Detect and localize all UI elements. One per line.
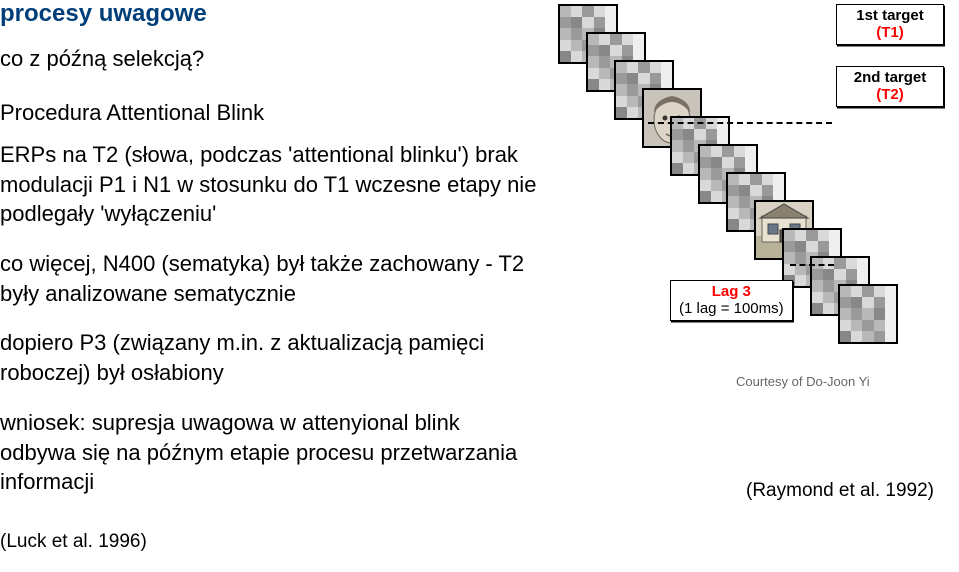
- paragraph-conclusion: wniosek: supresja uwagowa w attenyional …: [0, 408, 540, 497]
- subtitle: co z późną selekcją?: [0, 46, 540, 72]
- pointer-line-t1: [648, 122, 832, 124]
- callout-t1-code: (T1): [876, 24, 904, 41]
- callout-t2-code: (T2): [876, 86, 904, 103]
- citation-luck: (Luck et al. 1996): [0, 531, 540, 553]
- callout-t1-line1: 1st target: [856, 7, 924, 24]
- lag-detail: (1 lag = 100ms): [679, 300, 784, 317]
- paragraph-p3: dopiero P3 (związany m.in. z aktualizacj…: [0, 328, 540, 387]
- paragraph-erps: ERPs na T2 (słowa, podczas 'attentional …: [0, 140, 540, 229]
- callout-lag: Lag 3 (1 lag = 100ms): [670, 280, 793, 321]
- callout-t2-line1: 2nd target: [854, 69, 927, 86]
- section-heading: Procedura Attentional Blink: [0, 100, 540, 126]
- rsvp-diagram: 1st target (T1) 2nd target (T2) Lag 3 (1…: [558, 4, 954, 524]
- callout-t2: 2nd target (T2): [836, 66, 944, 107]
- distractor-tile: [838, 284, 898, 344]
- diagram-credit: Courtesy of Do-Joon Yi: [736, 374, 870, 389]
- pointer-line-t2: [790, 264, 834, 266]
- lag-value: Lag 3: [712, 283, 751, 300]
- paragraph-n400: co więcej, N400 (sematyka) był także zac…: [0, 249, 540, 308]
- page-title: procesy uwagowe: [0, 0, 540, 28]
- citation-raymond: (Raymond et al. 1992): [746, 480, 934, 502]
- callout-t1: 1st target (T1): [836, 4, 944, 45]
